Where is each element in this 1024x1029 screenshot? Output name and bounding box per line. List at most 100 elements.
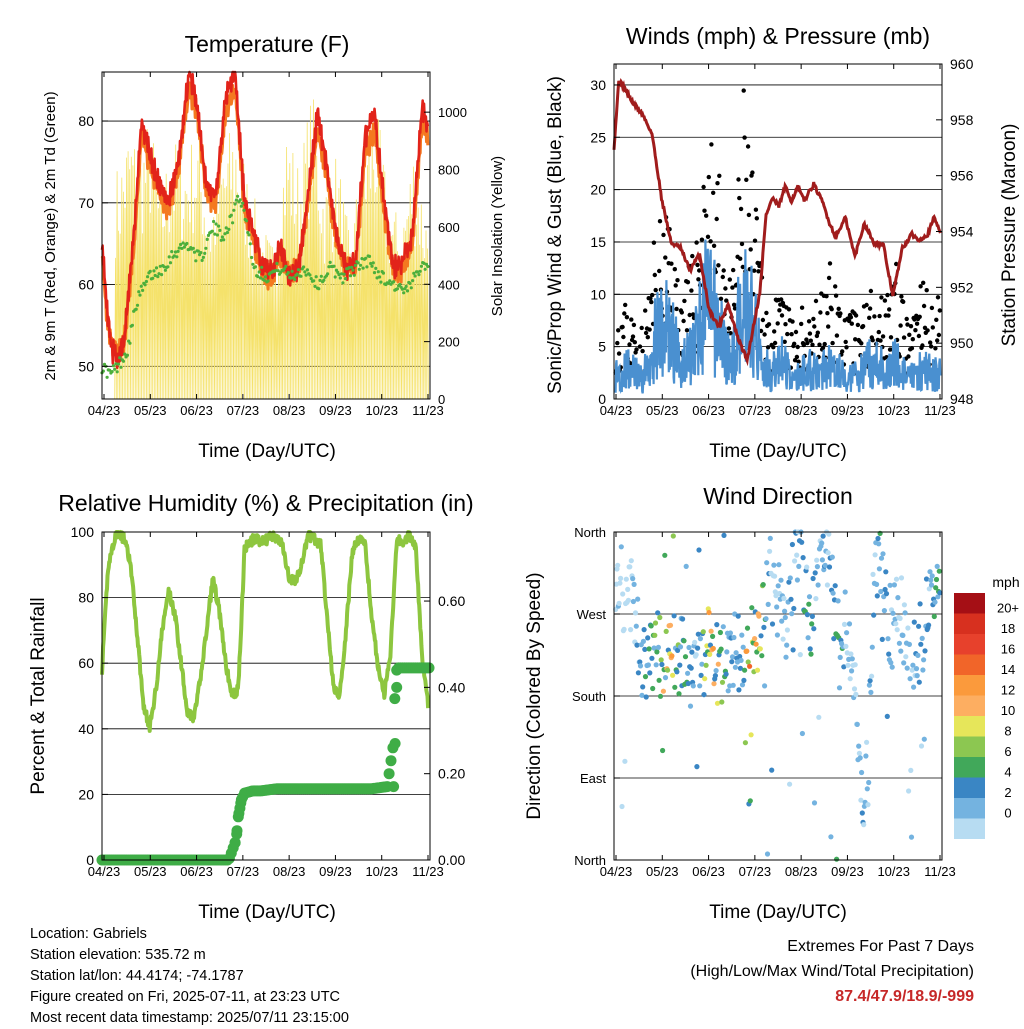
direction-point	[808, 651, 814, 657]
legend-swatch	[954, 695, 985, 716]
gust-point	[782, 339, 787, 344]
direction-point	[863, 753, 869, 759]
direction-point	[881, 608, 888, 614]
x-tick-label: 06/23	[180, 403, 213, 418]
extremes-block: Extremes For Past 7 Days (High/Low/Max W…	[690, 934, 974, 1009]
direction-point	[804, 564, 810, 570]
direction-point	[697, 683, 703, 689]
direction-point	[618, 575, 624, 582]
y2-tick-label: 950	[950, 335, 974, 351]
dewpoint-point	[110, 370, 114, 374]
precip-point	[423, 662, 435, 674]
gust-point	[684, 328, 690, 333]
dewpoint-point	[113, 367, 117, 371]
x-tick-label: 07/23	[227, 864, 260, 879]
gust-point	[616, 351, 622, 356]
direction-point	[893, 576, 900, 582]
direction-point	[695, 631, 701, 637]
direction-point	[868, 689, 874, 696]
direction-point	[744, 648, 750, 654]
gust-point	[726, 326, 732, 331]
precip-point	[229, 837, 241, 849]
dewpoint-point	[173, 250, 178, 254]
y-tick-label: 50	[78, 358, 94, 374]
dewpoint-point	[210, 229, 214, 233]
gust-point	[753, 207, 759, 212]
dewpoint-point	[111, 364, 115, 368]
direction-point	[662, 675, 669, 681]
dewpoint-point	[322, 278, 326, 282]
gust-point	[836, 306, 841, 311]
gust-point	[732, 306, 738, 311]
gust-point	[872, 314, 877, 319]
gust-point	[706, 174, 711, 180]
gust-point	[880, 334, 886, 339]
gust-point	[672, 267, 677, 272]
wind-direction-plot-area	[613, 529, 943, 862]
dewpoint-point	[134, 307, 138, 311]
dewpoint-point	[257, 270, 261, 274]
dewpoint-point	[347, 266, 351, 270]
dewpoint-point	[348, 274, 353, 278]
direction-point	[874, 593, 880, 599]
gust-point	[689, 288, 694, 293]
direction-point	[811, 626, 817, 632]
direction-point	[719, 679, 726, 685]
gust-point	[737, 195, 742, 201]
dewpoint-point	[146, 275, 150, 279]
gust-point	[681, 318, 686, 324]
gust-point	[818, 310, 823, 315]
direction-point	[913, 666, 920, 672]
gust-point	[886, 313, 891, 318]
dewpoint-point	[175, 255, 179, 259]
dewpoint-point	[151, 276, 155, 280]
dewpoint-point	[369, 261, 373, 266]
direction-point	[645, 635, 651, 641]
direction-point	[809, 621, 815, 627]
y2-tick-label: 0.60	[438, 593, 465, 609]
x-tick-label: 08/23	[785, 403, 818, 418]
direction-point	[688, 665, 694, 671]
gust-point	[909, 346, 915, 351]
solar-insolation-series	[114, 99, 429, 400]
direction-point	[831, 636, 837, 642]
direction-point	[814, 557, 820, 563]
direction-point	[909, 667, 915, 673]
direction-point	[654, 649, 660, 655]
gust-point	[621, 334, 626, 340]
gust-point	[742, 135, 747, 140]
gust-point	[702, 208, 707, 213]
dewpoint-point	[244, 219, 249, 223]
direction-point	[739, 632, 745, 638]
direction-point	[747, 798, 753, 804]
gust-point	[848, 315, 854, 320]
direction-point	[819, 557, 826, 563]
dewpoint-point	[223, 232, 227, 236]
direction-point	[853, 691, 859, 698]
direction-point	[822, 562, 828, 569]
direction-point	[915, 652, 921, 659]
dewpoint-point	[212, 219, 216, 224]
dewpoint-point	[341, 281, 345, 285]
direction-point	[619, 803, 625, 810]
gust-point	[627, 342, 632, 347]
direction-point	[671, 613, 677, 619]
gust-point	[894, 261, 899, 267]
winds-y2-label: Station Pressure (Maroon)	[999, 124, 1020, 347]
legend-swatch	[954, 716, 985, 737]
station-elevation: Station elevation: 535.72 m	[30, 947, 206, 963]
dewpoint-point	[381, 271, 385, 275]
direction-point	[931, 613, 937, 620]
direction-point	[786, 579, 792, 585]
dewpoint-point	[162, 265, 166, 269]
humidity-y2-ticks: 0.00 0.20 0.40 0.60	[424, 593, 465, 868]
dewpoint-point	[343, 277, 347, 281]
gust-point	[887, 307, 892, 312]
direction-point	[642, 674, 649, 680]
dewpoint-point	[156, 275, 160, 279]
gust-point	[736, 177, 741, 182]
direction-point	[747, 663, 753, 669]
direction-point	[710, 633, 716, 640]
direction-point	[882, 586, 888, 593]
direction-point	[693, 652, 699, 658]
